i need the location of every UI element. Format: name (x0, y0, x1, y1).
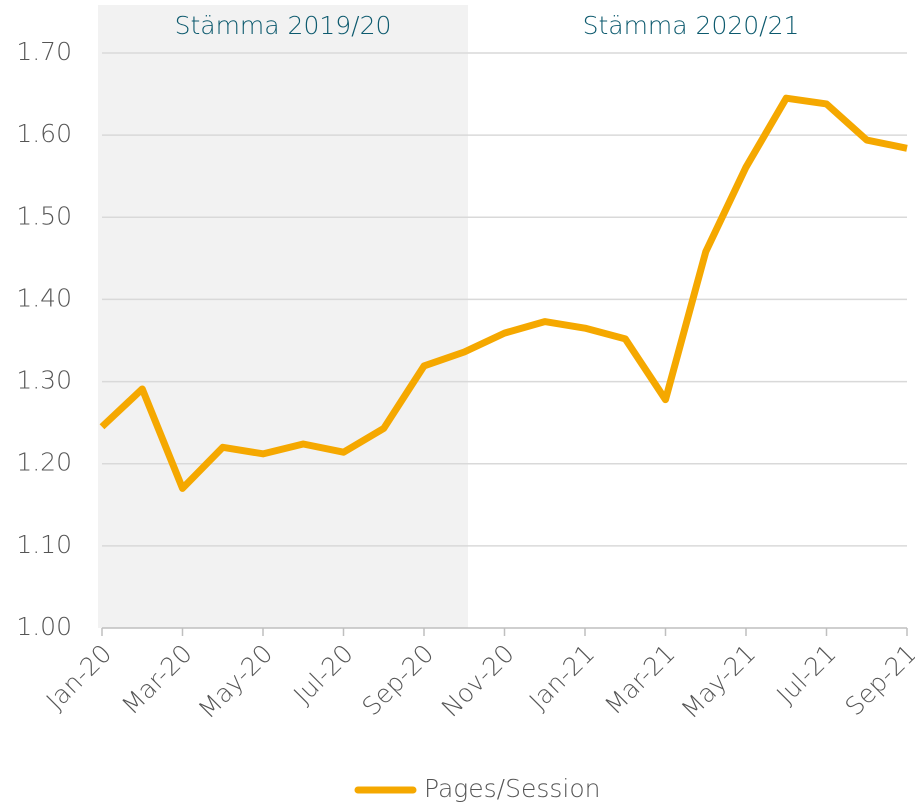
y-tick-label: 1.40 (16, 283, 72, 312)
x-tick-label: May-21 (676, 639, 762, 725)
y-tick-label: 1.70 (16, 37, 72, 66)
x-tick-label: Jul-20 (288, 639, 359, 710)
y-tick-label: 1.50 (16, 201, 72, 230)
x-tick-label: May-20 (193, 639, 279, 725)
period-band (98, 5, 468, 628)
x-tick-label: Sep-21 (839, 639, 915, 722)
x-tick-label: Sep-20 (356, 639, 439, 722)
y-tick-label: 1.00 (16, 612, 72, 641)
x-tick-label: Mar-20 (116, 639, 198, 721)
x-tick-label: Jan-20 (41, 639, 118, 716)
x-tick-label: Jan-21 (524, 639, 601, 716)
legend-label: Pages/Session (424, 774, 601, 803)
y-tick-label: 1.20 (16, 448, 72, 477)
data-line (99, 94, 908, 492)
x-tick-label: Nov-20 (436, 639, 520, 723)
period-label: Stämma 2020/21 (583, 11, 800, 40)
y-tick-label: 1.10 (16, 530, 72, 559)
y-tick-label: 1.30 (16, 366, 72, 395)
x-tick-label: Mar-21 (599, 639, 681, 721)
y-tick-label: 1.60 (16, 119, 72, 148)
x-tick-label: Jul-21 (771, 639, 842, 710)
period-label: Stämma 2019/20 (175, 11, 392, 40)
